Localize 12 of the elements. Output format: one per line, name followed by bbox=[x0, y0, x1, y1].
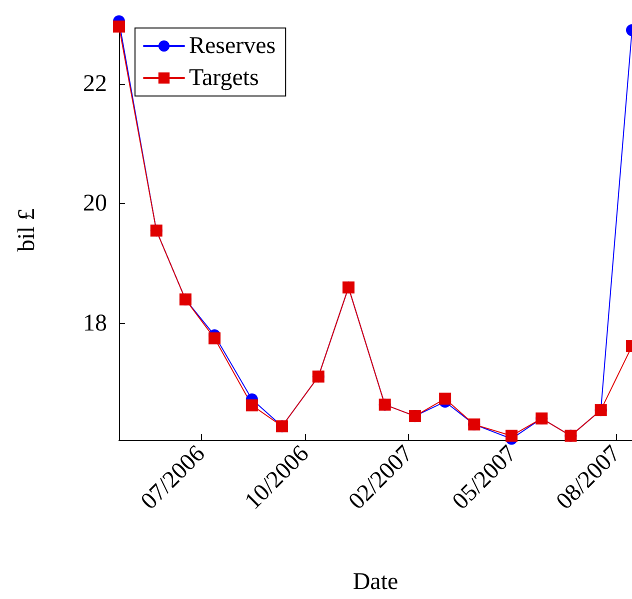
y-axis-title: bil £ bbox=[14, 208, 40, 252]
y-tick-label: 22 bbox=[83, 71, 107, 98]
point bbox=[439, 392, 452, 405]
legend-label: Reserves bbox=[189, 33, 276, 59]
legend-label: Targets bbox=[189, 65, 259, 91]
y-tick-label: 18 bbox=[83, 310, 107, 336]
y-tick-label: 20 bbox=[83, 190, 107, 217]
point bbox=[246, 399, 258, 412]
x-axis-title: Date bbox=[352, 569, 398, 595]
point bbox=[113, 20, 125, 33]
point bbox=[208, 332, 221, 344]
point bbox=[506, 430, 518, 442]
